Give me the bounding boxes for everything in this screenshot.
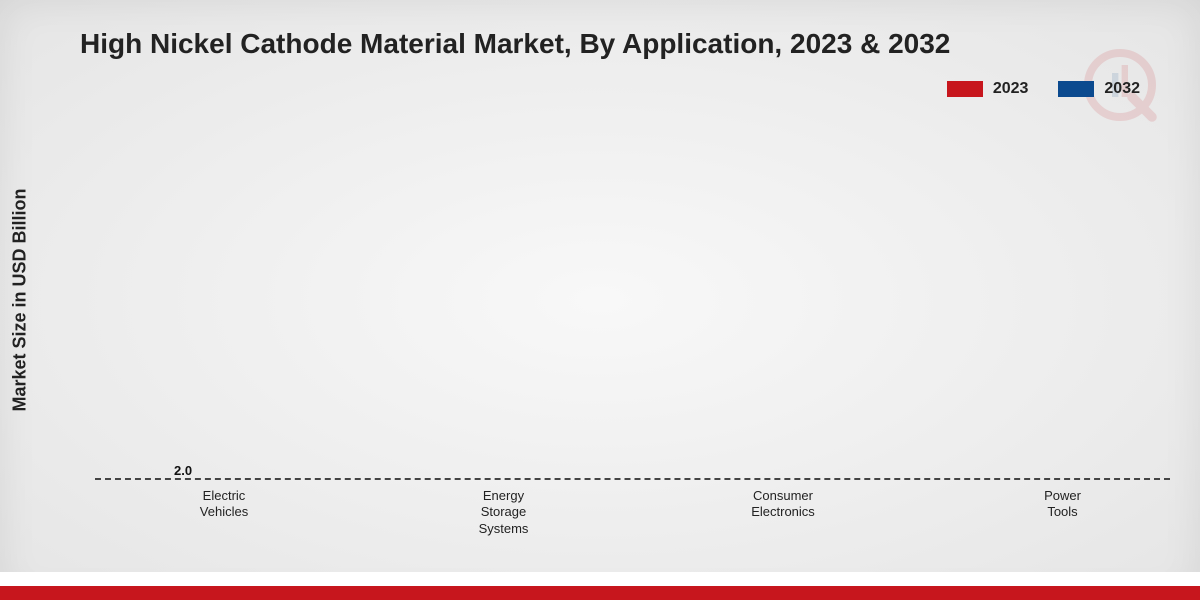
y-axis-label: Market Size in USD Billion bbox=[10, 188, 31, 411]
footer-white-bar bbox=[0, 572, 1200, 586]
bar-value-label: 2.0 bbox=[174, 463, 192, 478]
legend-item-2023: 2023 bbox=[947, 80, 1029, 98]
x-axis-category-label: Power Tools bbox=[1044, 488, 1081, 521]
chart-title: High Nickel Cathode Material Market, By … bbox=[80, 28, 950, 60]
footer-red-bar bbox=[0, 586, 1200, 600]
x-axis-category-label: Energy Storage Systems bbox=[479, 488, 529, 537]
x-axis-category-label: Consumer Electronics bbox=[751, 488, 815, 521]
legend-swatch-2032 bbox=[1058, 81, 1094, 97]
legend: 2023 2032 bbox=[947, 80, 1140, 98]
x-axis-baseline bbox=[95, 478, 1170, 480]
legend-label-2032: 2032 bbox=[1104, 80, 1140, 98]
x-axis-category-label: Electric Vehicles bbox=[200, 488, 248, 521]
legend-swatch-2023 bbox=[947, 81, 983, 97]
legend-item-2032: 2032 bbox=[1058, 80, 1140, 98]
legend-label-2023: 2023 bbox=[993, 80, 1029, 98]
plot-area: 2.0Electric VehiclesEnergy Storage Syste… bbox=[95, 140, 1170, 480]
